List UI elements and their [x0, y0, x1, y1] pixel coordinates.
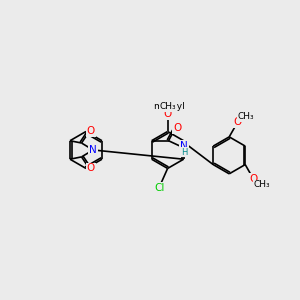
Text: N: N	[180, 141, 188, 151]
Text: O: O	[250, 174, 258, 184]
Text: O: O	[87, 127, 95, 136]
Text: O: O	[87, 164, 95, 173]
Text: O: O	[234, 117, 242, 127]
Text: CH₃: CH₃	[254, 180, 271, 189]
Text: methyl: methyl	[153, 102, 185, 111]
Text: CH₃: CH₃	[159, 102, 176, 111]
Text: O: O	[164, 109, 172, 119]
Text: N: N	[89, 145, 97, 155]
Text: CH₃: CH₃	[238, 112, 254, 121]
Text: Cl: Cl	[155, 183, 165, 193]
Text: O: O	[173, 123, 181, 134]
Text: H: H	[181, 148, 187, 157]
